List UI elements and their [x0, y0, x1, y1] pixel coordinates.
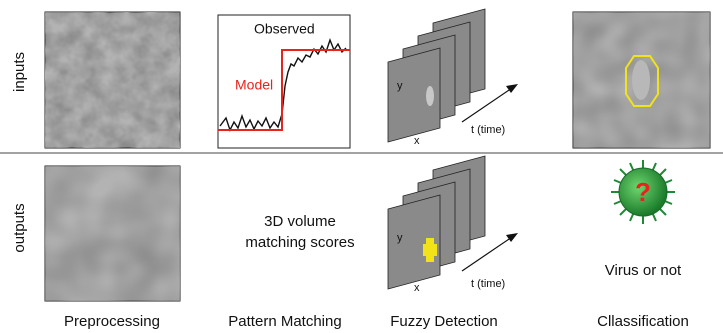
classification-text: Virus or not — [605, 262, 682, 279]
axis-label: y — [397, 80, 403, 92]
row-label: inputs — [11, 52, 28, 92]
axis-label: t (time) — [471, 124, 505, 136]
input-image-noise — [45, 12, 180, 148]
row-label: outputs — [11, 203, 28, 252]
matching-text: 3D volume — [264, 213, 336, 230]
axis-label: x — [414, 135, 420, 147]
blob — [426, 86, 434, 106]
frame-stack — [388, 9, 518, 142]
arrowhead — [506, 84, 518, 93]
matching-text: matching scores — [245, 234, 354, 251]
observed-label: Observed — [254, 21, 315, 37]
column-label: Fuzzy Detection — [390, 313, 498, 330]
virus-shadow — [632, 60, 650, 100]
column-label: Preprocessing — [64, 313, 160, 330]
axis-label: y — [397, 232, 403, 244]
axis-label: t (time) — [471, 278, 505, 290]
arrowhead — [506, 233, 518, 242]
svg-text:?: ? — [635, 177, 651, 207]
diagram: inputs outputs Observed Model 3D volume … — [0, 0, 723, 333]
frame-stack — [388, 156, 518, 289]
column-label: Pattern Matching — [228, 313, 341, 330]
column-label: Cllassification — [597, 313, 689, 330]
model-label: Model — [235, 77, 273, 93]
virus-icon: ? — [611, 160, 675, 224]
output-image-noise — [45, 166, 180, 301]
axis-label: x — [414, 282, 420, 294]
